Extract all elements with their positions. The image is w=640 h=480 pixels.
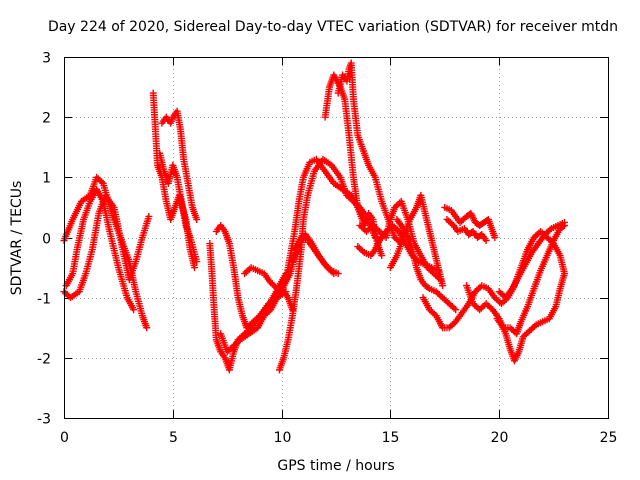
series-sat-x [463,270,568,365]
y-tick-label: 0 [42,232,51,248]
plot-frame [64,57,609,419]
y-tick-label: 3 [42,51,51,67]
series-sat-z [495,218,568,302]
data-points [60,59,568,374]
series-sat-n [291,234,338,278]
series-sat-y [493,221,568,338]
grid [64,57,608,418]
x-axis-label: GPS time / hours [277,458,394,474]
x-tick-label: 20 [491,430,509,446]
x-tick-label: 5 [169,430,178,446]
series-sat-e [158,107,201,223]
y-tick-label: -3 [37,412,51,428]
y-tick-label: -2 [37,352,51,368]
x-tick-label: 15 [382,430,400,446]
series-sat-f [156,149,201,266]
axis-ticks: -3 -2 -1 0 1 2 3 0 5 10 15 20 25 [37,51,617,447]
y-tick-label: 1 [42,171,51,187]
series-sat-v [443,215,490,245]
y-tick-label: 2 [42,111,51,127]
series-sat-c [62,185,138,314]
x-tick-label: 25 [600,430,618,446]
y-tick-label: -1 [37,292,51,308]
y-axis-label: SDTVAR / TECUs [9,181,25,296]
series-sat-t [386,191,447,290]
x-tick-label: 10 [274,430,292,446]
chart-title: Day 224 of 2020, Sidereal Day-to-day VTE… [48,19,618,35]
series-sat-u [441,203,499,241]
x-tick-label: 0 [60,430,69,446]
